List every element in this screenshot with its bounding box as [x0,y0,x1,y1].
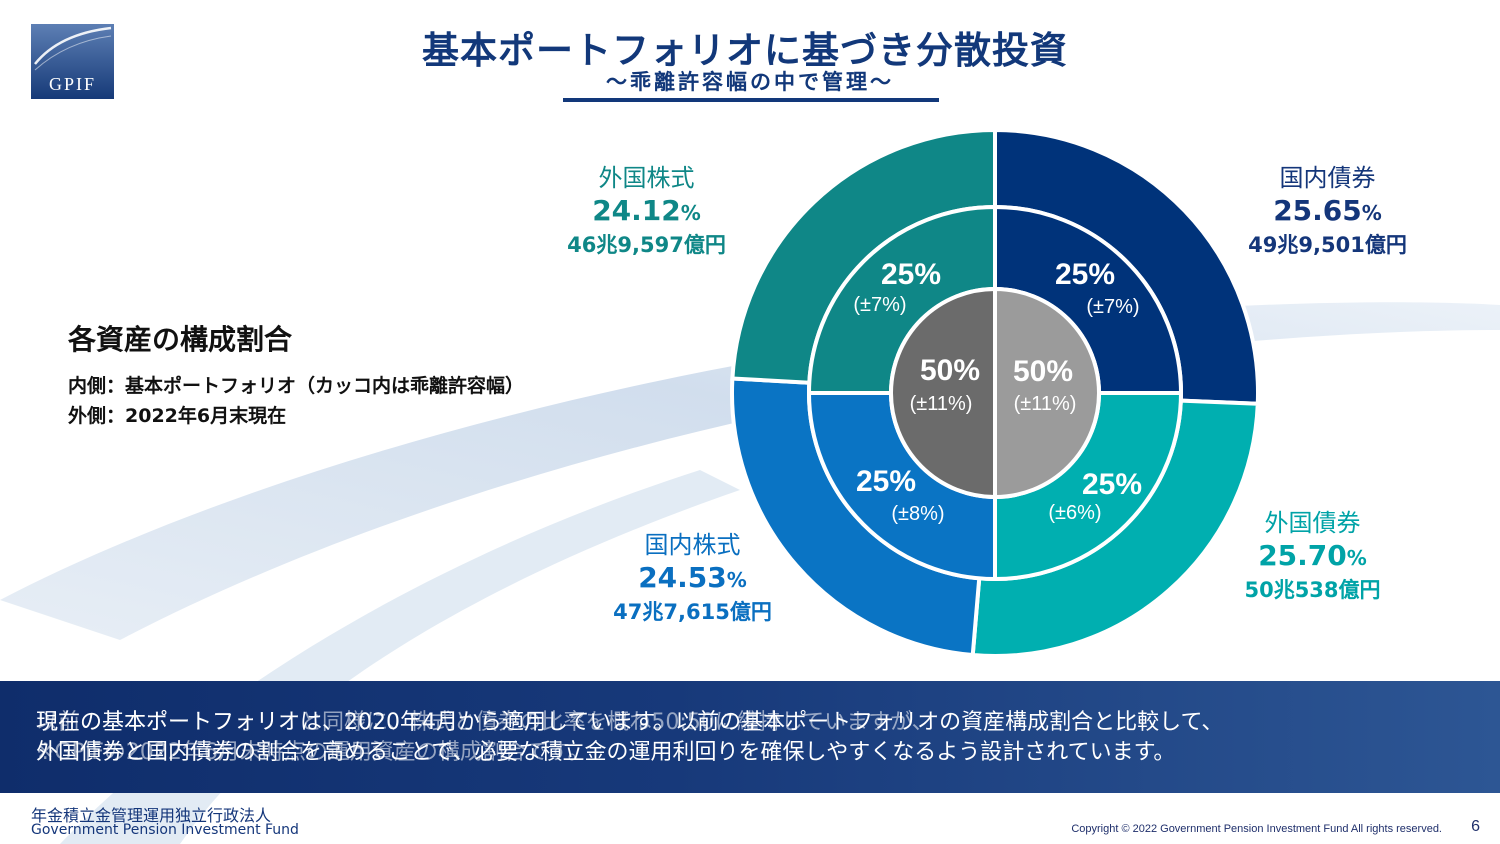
middle-slice-label: 25% [1082,468,1142,501]
series-name: 外国株式 [598,164,695,192]
page-number: 6 [1471,818,1480,835]
footer-org-japanese: 年金積立金管理運用独立行政法人 [31,806,272,825]
amount-value: 49兆9,501億円 [1248,233,1407,257]
inner-slice-range: (±11%) [1014,393,1077,415]
label-domestic-equity: 国内株式 24.53% 47兆7,615億円 [580,530,805,626]
middle-slice-label: 25% [1055,258,1115,291]
amount-value: 47兆7,615億円 [613,600,772,624]
percent-value: 24.12 [592,194,681,227]
inner-ring-note: 内側：基本ポートフォリオ（カッコ内は乖離許容幅） [68,375,525,397]
explanation-banner: 以前の基本ポートフォリオと同様に、株式と債券の比率を概ね50:50に維持していま… [0,681,1500,793]
banner-text-1: 現在の基本ポートフォリオは、2020年4月から適用しています。以前の基本ポートフ… [36,710,1224,735]
middle-slice-range: (±6%) [1048,502,1101,524]
series-name: 外国債券 [1264,509,1361,537]
inner-slice-2 [889,286,997,500]
middle-slice-label: 25% [856,465,916,498]
percent-unit: % [680,201,701,225]
percent-value: 24.53 [638,561,727,594]
amount-value: 46兆9,597億円 [567,233,726,257]
middle-slice-range: (±7%) [1086,296,1139,318]
footer-org-english: Government Pension Investment Fund [31,822,299,838]
inner-slice-1 [993,286,1101,500]
subtitle-underline [563,98,939,102]
percent-value: 25.70 [1258,539,1347,572]
copyright-notice: Copyright © 2022 Government Pension Inve… [1071,823,1442,835]
percent-value: 25.65 [1273,194,1362,227]
page-title: 基本ポートフォリオに基づき分散投資 [422,29,1068,72]
banner-ghost-text-2: ※GPIFの2022年6月末時点の運用資産の構成割合です。 [36,740,590,765]
series-name: 国内債券 [1279,164,1376,192]
page-subtitle: ～乖離許容幅の中で管理～ [606,70,894,94]
label-domestic-bonds: 国内債券 25.65% 49兆9,501億円 [1215,163,1440,259]
percent-unit: % [1346,546,1367,570]
inner-slice-label: 50% [920,354,980,387]
outer-ring-note: 外側：2022年6月末現在 [68,405,287,427]
composition-heading: 各資産の構成割合 [68,323,293,356]
middle-slice-range: (±7%) [853,294,906,316]
series-name: 国内株式 [644,531,741,559]
label-foreign-bonds: 外国債券 25.70% 50兆538億円 [1200,508,1425,604]
middle-slice-range: (±8%) [891,503,944,525]
gpif-logo: GPIF [31,24,114,99]
amount-value: 50兆538億円 [1244,578,1381,602]
percent-unit: % [1361,201,1382,225]
inner-slice-label: 50% [1013,355,1073,388]
logo-text: GPIF [49,74,96,94]
inner-slice-range: (±11%) [910,393,973,415]
label-foreign-equity: 外国株式 24.12% 46兆9,597億円 [534,163,759,259]
banner-ghost-text-1: 以前の基本ポートフォリオと同様に、株式と債券の比率を概ね50:50に維持していま… [36,710,934,735]
banner-text-2: 外国債券と国内債券の割合を高めることで、必要な積立金の運用利回りを確保しやすくな… [36,740,1176,765]
percent-unit: % [726,568,747,592]
middle-slice-label: 25% [881,258,941,291]
